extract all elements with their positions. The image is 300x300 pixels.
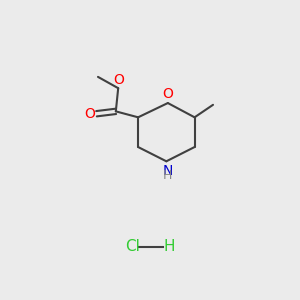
Text: H: H — [164, 239, 175, 254]
Text: O: O — [162, 87, 173, 101]
Text: O: O — [85, 107, 95, 121]
Text: N: N — [163, 164, 173, 178]
Text: Cl: Cl — [125, 239, 140, 254]
Text: H: H — [163, 169, 172, 182]
Text: O: O — [113, 74, 124, 88]
